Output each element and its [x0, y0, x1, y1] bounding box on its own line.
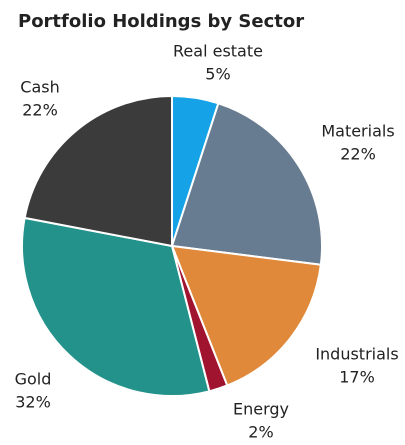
slice-label: Gold: [15, 370, 52, 389]
slice-value-label: 22%: [340, 145, 376, 164]
pie-slice: [170, 102, 323, 266]
slice-label: Cash: [20, 78, 59, 97]
slice-value-label: 2%: [248, 423, 273, 442]
pie-slice: [21, 216, 211, 397]
slice-value-label: 32%: [15, 393, 51, 412]
slice-value-label: 5%: [205, 65, 230, 84]
pie-slice: [23, 94, 173, 248]
slice-label: Real estate: [173, 42, 263, 61]
slice-label: Energy: [233, 400, 289, 419]
slice-label: Industrials: [315, 345, 398, 364]
chart-title: Portfolio Holdings by Sector: [18, 11, 304, 32]
slice-value-label: 22%: [22, 101, 58, 120]
slice-value-label: 17%: [339, 368, 375, 387]
slice-label: Materials: [321, 122, 394, 141]
pie-slice: [170, 244, 322, 387]
